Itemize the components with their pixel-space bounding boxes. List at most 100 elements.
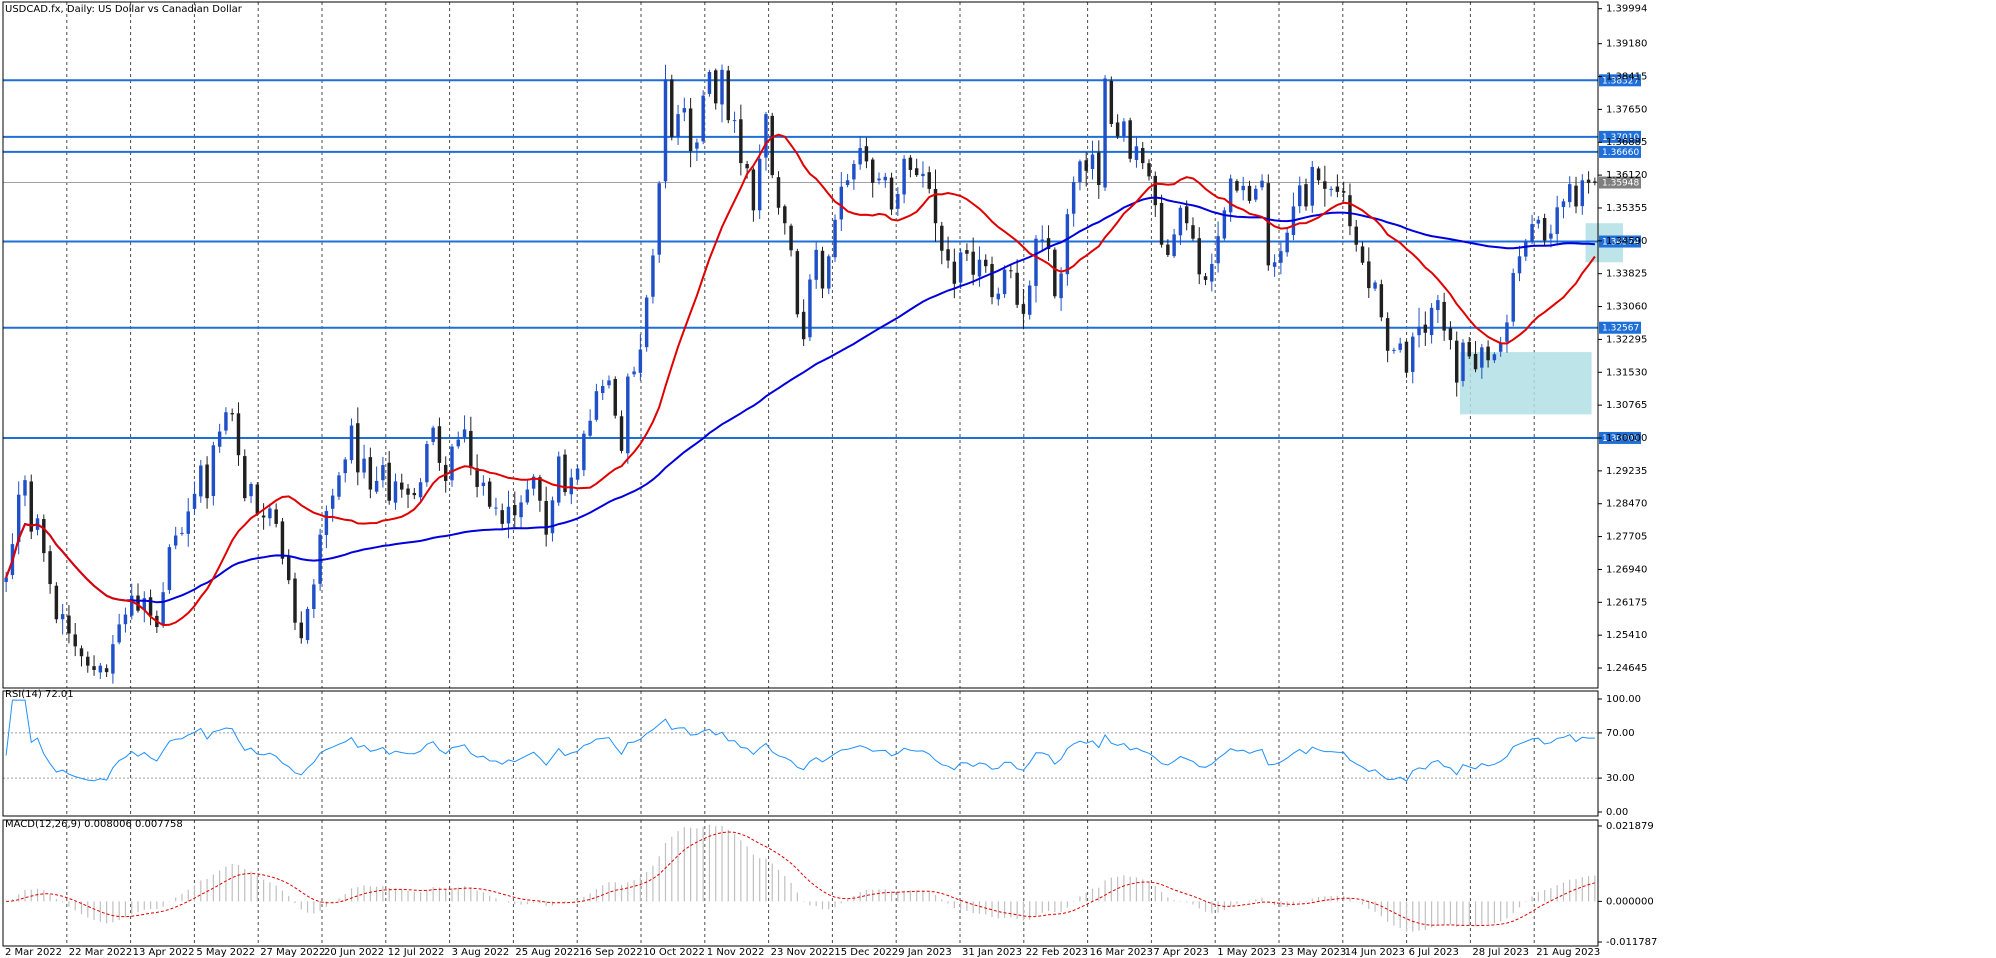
candle-body [475,468,479,487]
candle-body [1241,185,1245,191]
candles [4,64,1597,684]
candle-body [1134,146,1139,161]
candle-body [16,494,21,543]
candle-body [1436,300,1440,310]
candle-body [1310,166,1315,206]
candle-body [544,501,548,535]
candle-body [1222,210,1227,239]
candle-body [261,515,266,518]
macd-title: MACD(12,26,9) 0.008006 0.007758 [5,819,183,830]
candle-body [42,519,46,554]
candle-body [330,495,335,509]
y-tick-label: 1.25410 [1606,630,1647,641]
candle-body [1461,342,1465,382]
candle-body [1015,272,1019,305]
candle-body [1511,273,1515,322]
candle-body [927,172,931,189]
x-tick-label: 9 Jan 2023 [898,947,952,958]
candle-body [827,256,831,289]
macd-tick-label: 0.021879 [1606,821,1654,832]
y-tick-label: 1.31530 [1606,367,1647,378]
candle-body [1549,233,1553,239]
candle-body [1285,232,1289,253]
candle-body [293,578,297,623]
candle-body [186,511,190,534]
highlight-zones [1459,223,1623,415]
candle-body [789,225,793,251]
candle-body [1027,285,1032,315]
pane-frame [2,690,1599,817]
candle-body [167,547,172,590]
candle-body [1141,148,1145,164]
y-tick-label: 1.29235 [1606,466,1647,477]
candle-body [1059,273,1063,299]
candle-body [1392,349,1396,351]
rsi-line [5,699,1595,782]
candle-body [117,624,121,643]
candle-body [764,114,768,158]
candle-body [1580,180,1585,207]
candle-body [839,186,844,220]
level-tag [1599,130,1641,143]
candle-body [425,444,429,483]
candle-body [557,456,561,503]
candle-body [676,114,680,138]
x-tick-label: 14 Jun 2023 [1345,947,1405,958]
candle-body [1323,181,1327,189]
candle-body [1071,181,1076,214]
candle-body [1417,326,1421,336]
y-tick-label: 1.30000 [1606,433,1647,444]
candle-body [1078,161,1082,183]
candle-body [305,608,310,641]
macd-pane: 0.021879 0.000000 -0.011787 [6,821,1657,948]
rsi-tick-label: 0.00 [1606,807,1628,818]
candle-body [1329,188,1333,190]
candle-body [990,264,994,298]
candle-body [1561,201,1566,208]
candle-body [443,464,448,481]
candle-body [1467,341,1471,357]
candle-body [1203,276,1208,280]
candle-body [217,431,222,447]
candle-body [324,511,329,535]
x-tick-label: 20 Jun 2022 [324,947,384,958]
candle-body [1115,122,1120,137]
x-tick-label: 12 Jul 2022 [388,947,445,958]
candle-body [1316,168,1321,181]
candle-body [462,429,467,438]
candle-body [538,477,542,501]
candle-body [713,70,718,104]
candle-body [940,225,944,251]
candle-body [682,108,687,113]
x-tick-label: 3 Aug 2022 [452,947,510,958]
candle-body [481,482,486,487]
candle-body [29,481,33,532]
candle-body [820,250,825,289]
level-label: 1.38327 [1602,76,1639,86]
pane-frame [2,1,1599,689]
candle-body [1530,224,1534,242]
level-label: 1.37010 [1602,133,1639,143]
candle-body [356,423,360,473]
candle-body [236,413,241,456]
candle-body [1159,202,1164,245]
candle-body [1341,191,1346,193]
candle-body [494,507,498,509]
candle-body [1046,238,1051,249]
candle-body [632,371,636,375]
x-tick-label: 31 Jan 2023 [962,947,1022,958]
candle-body [249,483,253,497]
candle-body [695,142,699,149]
candle-body [808,279,812,338]
candle-body [1260,180,1264,188]
x-tick-label: 1 Nov 2022 [707,947,765,958]
candle-body [224,412,228,431]
candle-body [286,556,291,581]
candle-body [783,206,787,224]
candle-body [1492,354,1497,361]
x-tick-label: 7 Apr 2023 [1153,947,1208,958]
candle-body [400,482,404,490]
current-price-tag [1599,176,1641,189]
candle-body [845,180,850,185]
